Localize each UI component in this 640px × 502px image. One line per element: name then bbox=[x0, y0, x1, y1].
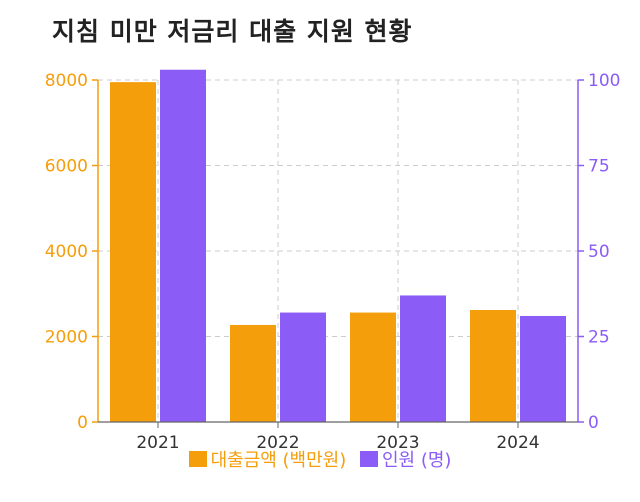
y-left-tick-label: 4000 bbox=[45, 242, 88, 262]
chart-title: 지침 미만 저금리 대출 지원 현황 bbox=[52, 17, 413, 46]
y-left-tick-label: 0 bbox=[77, 413, 88, 433]
x-tick-label: 2023 bbox=[376, 433, 419, 453]
bar-amount bbox=[230, 324, 276, 422]
legend-item-amount[interactable]: 대출금액 (백만원) bbox=[188, 446, 347, 472]
y-left-tick-label: 2000 bbox=[45, 328, 88, 348]
y-right-tick-label: 75 bbox=[588, 157, 610, 177]
y-right-tick-label: 100 bbox=[588, 71, 620, 91]
bar-people bbox=[520, 315, 566, 422]
bar-people bbox=[400, 295, 446, 422]
y-left-tick-label: 8000 bbox=[45, 71, 88, 91]
legend-label-amount: 대출금액 (백만원) bbox=[210, 450, 347, 471]
x-tick-label: 2021 bbox=[136, 433, 179, 453]
bar-people bbox=[280, 312, 326, 422]
legend-swatch-people bbox=[359, 451, 378, 467]
y-right-tick-label: 50 bbox=[588, 242, 610, 262]
legend-label-people: 인원 (명) bbox=[381, 450, 452, 471]
bar-people bbox=[160, 69, 206, 423]
bar-amount bbox=[470, 309, 516, 422]
legend: 대출금액 (백만원) 인원 (명) bbox=[0, 446, 640, 472]
bar-amount bbox=[350, 312, 396, 422]
bar-amount bbox=[110, 82, 156, 422]
x-tick-label: 2024 bbox=[496, 433, 539, 453]
legend-swatch-amount bbox=[188, 451, 207, 467]
y-right-tick-label: 0 bbox=[588, 413, 599, 433]
legend-item-people[interactable]: 인원 (명) bbox=[359, 446, 452, 472]
y-right-tick-label: 25 bbox=[588, 328, 610, 348]
x-tick-label: 2022 bbox=[256, 433, 299, 453]
y-left-tick-label: 6000 bbox=[45, 157, 88, 177]
